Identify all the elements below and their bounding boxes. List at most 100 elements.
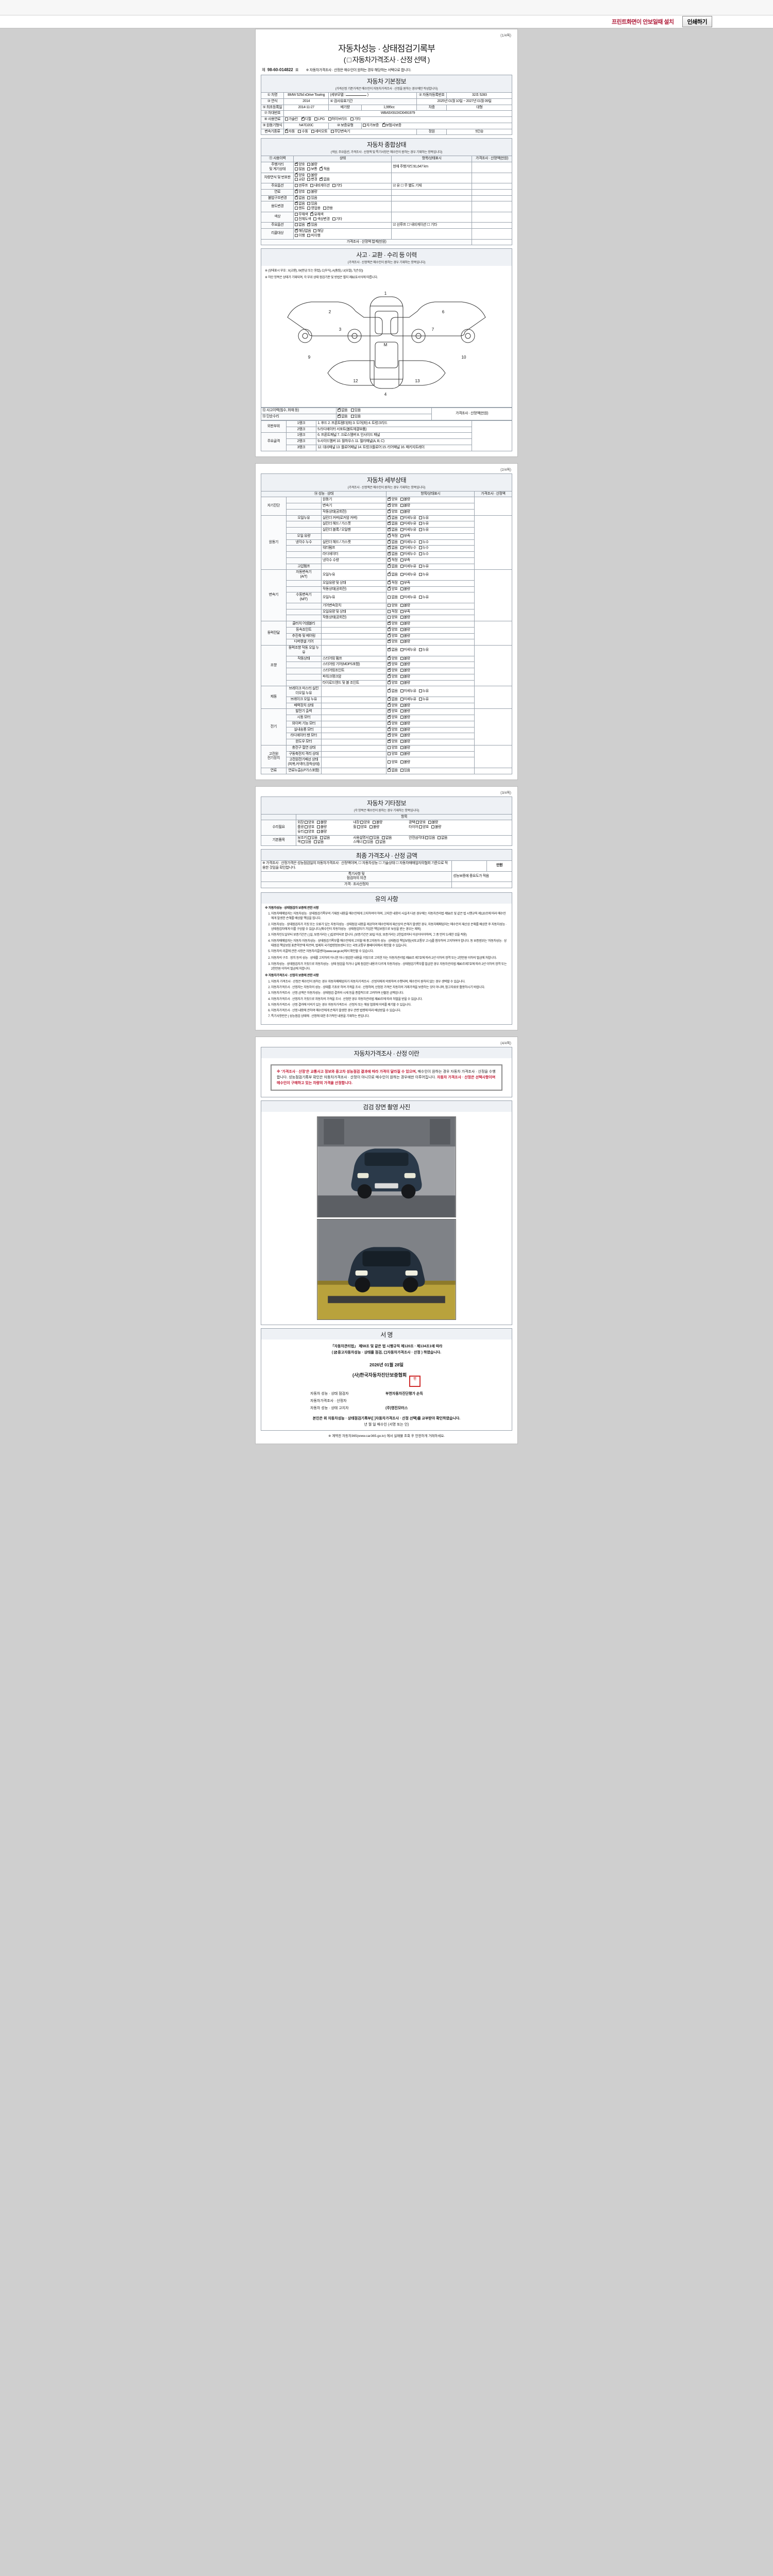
checkbox-icon[interactable] [382,122,385,127]
checkbox-icon[interactable] [388,760,391,764]
checkbox-icon[interactable] [418,825,422,828]
checkbox-icon[interactable] [316,821,320,824]
checkbox-icon[interactable] [400,703,404,707]
checkbox-icon[interactable] [438,836,441,839]
checkbox-icon[interactable] [301,840,305,844]
checkbox-icon[interactable] [388,720,391,725]
checkbox-icon[interactable] [316,829,320,833]
checkbox-icon[interactable] [388,647,391,652]
checkbox-icon[interactable] [323,207,326,210]
checkbox-icon[interactable] [313,217,317,221]
checkbox-icon[interactable] [310,184,314,187]
checkbox-icon[interactable] [418,595,422,599]
checkbox-icon[interactable] [334,1350,338,1356]
checkbox-icon[interactable] [418,689,422,692]
checkbox-icon[interactable] [400,634,404,637]
checkbox-icon[interactable] [415,821,419,824]
checkbox-icon[interactable] [357,825,360,828]
checkbox-icon[interactable] [400,504,404,507]
checkbox-icon[interactable] [307,196,311,199]
checkbox-icon[interactable] [388,726,391,731]
checkbox-icon[interactable] [400,656,404,660]
checkbox-icon[interactable] [400,616,404,619]
checkbox-icon[interactable] [295,195,298,199]
checkbox-icon[interactable] [400,674,404,678]
checkbox-icon[interactable] [400,510,404,513]
checkbox-icon[interactable] [369,825,373,828]
print-button[interactable]: 인쇄하기 [682,16,712,27]
checkbox-icon[interactable] [388,680,391,684]
checkbox-icon[interactable] [388,688,391,692]
checkbox-icon[interactable] [307,233,311,237]
checkbox-icon[interactable] [388,603,391,607]
checkbox-icon[interactable] [330,129,334,133]
checkbox-icon[interactable] [338,414,341,418]
checkbox-icon[interactable] [400,727,404,731]
checkbox-icon[interactable] [388,662,391,666]
checkbox-icon[interactable] [400,716,404,719]
checkbox-icon[interactable] [295,212,298,216]
checkbox-icon[interactable] [295,201,298,206]
checkbox-icon[interactable] [295,172,298,177]
checkbox-icon[interactable] [307,207,311,210]
checkbox-icon[interactable] [388,545,391,550]
checkbox-icon[interactable] [388,616,391,619]
checkbox-icon[interactable] [388,745,391,749]
checkbox-icon[interactable] [400,740,404,743]
checkbox-icon[interactable] [295,184,298,187]
checkbox-icon[interactable] [369,836,373,839]
checkbox-icon[interactable] [304,825,308,828]
checkbox-icon[interactable] [418,540,422,544]
checkbox-icon[interactable] [418,546,422,550]
checkbox-icon[interactable] [295,233,298,237]
checkbox-icon[interactable] [400,498,404,501]
checkbox-icon[interactable] [400,734,404,737]
checkbox-icon[interactable] [418,516,422,519]
checkbox-icon[interactable] [382,836,385,839]
checkbox-icon[interactable] [350,415,354,418]
checkbox-icon[interactable] [307,167,311,171]
checkbox-icon[interactable] [388,633,391,637]
checkbox-icon[interactable] [400,581,404,584]
checkbox-icon[interactable] [320,166,323,171]
checkbox-icon[interactable] [363,840,366,844]
checkbox-icon[interactable] [295,228,298,232]
checkbox-icon[interactable] [310,211,314,216]
checkbox-icon[interactable] [388,497,391,501]
checkbox-icon[interactable] [388,521,391,526]
checkbox-icon[interactable] [301,116,305,121]
checkbox-icon[interactable] [400,709,404,713]
checkbox-icon[interactable] [388,715,391,719]
checkbox-icon[interactable] [400,522,404,526]
checkbox-icon[interactable] [388,571,391,576]
checkbox-icon[interactable] [400,546,404,550]
checkbox-icon[interactable] [400,669,404,672]
checkbox-icon[interactable] [388,509,391,513]
checkbox-icon[interactable] [295,217,298,221]
checkbox-icon[interactable] [320,836,323,839]
checkbox-icon[interactable] [418,522,422,526]
checkbox-icon[interactable] [400,572,404,576]
checkbox-icon[interactable] [313,840,317,844]
checkbox-icon[interactable] [304,829,308,833]
checkbox-icon[interactable] [400,648,404,652]
checkbox-icon[interactable] [307,173,311,177]
checkbox-icon[interactable] [375,840,379,844]
checkbox-icon[interactable] [400,760,404,764]
checkbox-icon[interactable] [388,733,391,737]
checkbox-icon[interactable] [388,551,391,555]
checkbox-icon[interactable] [400,540,404,544]
checkbox-icon[interactable] [338,408,341,412]
checkbox-icon[interactable] [388,639,391,643]
checkbox-icon[interactable] [400,745,404,749]
checkbox-icon[interactable] [388,702,391,707]
checkbox-icon[interactable] [328,117,331,121]
checkbox-icon[interactable] [400,564,404,568]
checkbox-icon[interactable] [298,129,301,133]
checkbox-icon[interactable] [307,222,311,227]
checkbox-icon[interactable] [295,223,298,227]
checkbox-icon[interactable] [284,117,288,121]
checkbox-icon[interactable] [388,767,391,772]
checkbox-icon[interactable] [400,516,404,519]
checkbox-icon[interactable] [400,622,404,625]
